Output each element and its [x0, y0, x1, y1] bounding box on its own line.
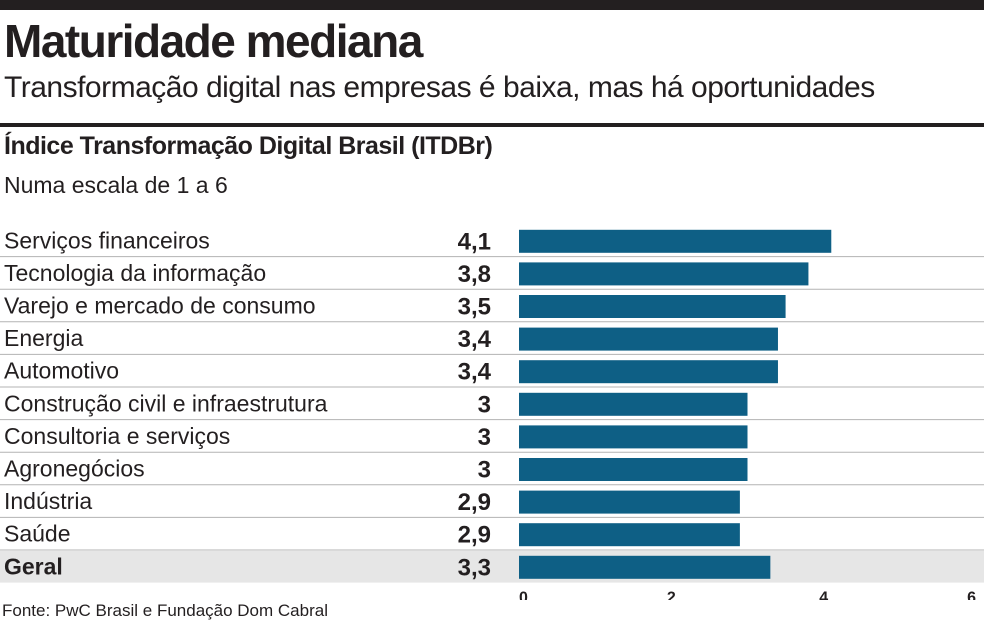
category-label: Indústria [4, 488, 92, 514]
chart-subtitle: Numa escala de 1 a 6 [4, 172, 228, 198]
value-label: 3,5 [458, 294, 491, 321]
x-tick-label: 2 [667, 590, 676, 600]
chart-title: Índice Transformação Digital Brasil (ITD… [4, 132, 493, 160]
x-tick-label: 0 [519, 590, 528, 600]
bar [519, 458, 748, 481]
category-label: Tecnologia da informação [4, 260, 266, 286]
value-label: 4,1 [458, 228, 491, 255]
bar-chart: Serviços financeiros 4,1 Tecnologia da inf… [0, 227, 984, 600]
bar [519, 392, 748, 416]
category-label: Consultoria e serviços [4, 423, 230, 449]
category-label: Geral [4, 553, 63, 579]
bar [519, 523, 740, 547]
value-label: 2,9 [458, 489, 491, 516]
bar [519, 555, 771, 579]
category-label: Serviços financeiros [4, 227, 210, 253]
source-note: Fonte: PwC Brasil e Fundação Dom Cabral [2, 601, 328, 620]
bar [519, 490, 740, 514]
top-rule [0, 0, 984, 10]
category-label: Varejo e mercado de consumo [4, 293, 316, 319]
highlight-row-background [0, 551, 984, 583]
value-label: 2,9 [458, 522, 491, 549]
value-label: 3 [478, 391, 491, 418]
category-label: Automotivo [4, 358, 119, 384]
value-label: 3,4 [458, 359, 492, 386]
bar [519, 229, 832, 253]
category-label: Agronegócios [4, 456, 145, 482]
bar [519, 295, 786, 318]
value-label: 3,8 [458, 261, 491, 288]
value-label: 3 [478, 424, 491, 451]
category-label: Construção civil e infraestrutura [4, 390, 328, 416]
bar [519, 425, 748, 449]
page-title: Maturidade mediana [4, 15, 423, 67]
bar [519, 262, 809, 286]
category-label: Energia [4, 325, 83, 351]
section-rule [0, 123, 984, 127]
x-tick-label: 4 [819, 590, 828, 600]
value-label: 3,4 [458, 326, 492, 353]
value-label: 3 [478, 457, 491, 484]
bar [519, 327, 778, 351]
x-tick-label: 6 [967, 590, 976, 600]
value-label: 3,3 [458, 554, 491, 581]
bar [519, 360, 778, 384]
category-label: Saúde [4, 521, 71, 547]
page-subtitle: Transformação digital nas empresas é bai… [4, 71, 875, 104]
